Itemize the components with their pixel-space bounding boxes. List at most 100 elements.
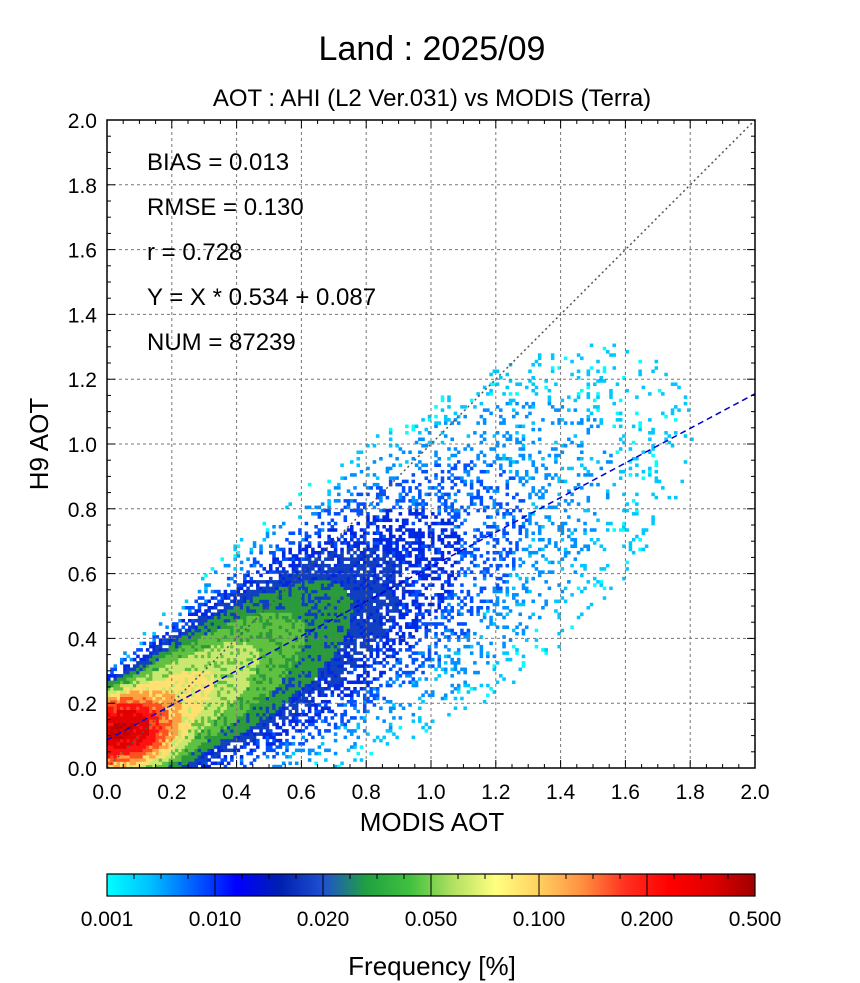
density-cell bbox=[418, 560, 422, 565]
density-cell bbox=[392, 541, 396, 545]
density-cell bbox=[239, 638, 244, 642]
density-cell bbox=[414, 580, 419, 584]
density-cell bbox=[123, 670, 127, 675]
density-cell bbox=[200, 657, 205, 662]
density-cell bbox=[149, 719, 153, 723]
density-cell bbox=[278, 580, 283, 584]
density-cell bbox=[450, 473, 454, 477]
density-cell bbox=[272, 674, 276, 678]
density-cell bbox=[155, 703, 160, 707]
density-cell bbox=[375, 606, 380, 610]
density-cell bbox=[311, 651, 315, 655]
density-cell bbox=[158, 667, 163, 672]
density-cell bbox=[395, 482, 399, 487]
density-cell bbox=[320, 706, 325, 710]
density-cell bbox=[314, 683, 318, 688]
density-cell bbox=[411, 593, 416, 597]
density-cell bbox=[272, 680, 276, 685]
density-cell bbox=[385, 618, 390, 623]
density-cell bbox=[252, 593, 257, 597]
density-cell bbox=[375, 576, 380, 581]
density-cell bbox=[317, 745, 322, 749]
density-cell bbox=[226, 654, 231, 659]
density-cell bbox=[343, 518, 348, 523]
density-cell bbox=[401, 635, 406, 639]
density-cell bbox=[269, 644, 273, 649]
density-cell bbox=[236, 696, 241, 701]
density-cell bbox=[230, 609, 234, 613]
density-cell bbox=[210, 667, 215, 672]
density-cell bbox=[311, 622, 315, 626]
density-cell bbox=[294, 567, 299, 571]
density-cell bbox=[375, 580, 380, 584]
density-cell bbox=[398, 557, 403, 561]
density-cell bbox=[450, 502, 454, 506]
density-cell bbox=[197, 680, 202, 685]
density-cell bbox=[178, 716, 182, 720]
density-cell bbox=[230, 696, 234, 701]
density-cell bbox=[340, 618, 344, 623]
density-cell bbox=[181, 651, 186, 655]
density-cell bbox=[379, 612, 383, 617]
density-cell bbox=[447, 398, 451, 403]
density-cell bbox=[298, 644, 302, 649]
density-cell bbox=[181, 654, 186, 659]
density-cell bbox=[314, 761, 318, 766]
density-cell bbox=[337, 764, 341, 769]
density-cell bbox=[145, 716, 150, 720]
density-cell bbox=[262, 674, 267, 678]
density-cell bbox=[324, 644, 328, 649]
density-cell bbox=[188, 661, 192, 665]
density-cell bbox=[385, 508, 390, 513]
density-cell bbox=[213, 618, 218, 623]
density-cell bbox=[181, 735, 186, 740]
density-cell bbox=[275, 641, 280, 646]
density-cell bbox=[379, 508, 383, 513]
density-cell bbox=[249, 625, 254, 629]
density-cell bbox=[340, 541, 344, 545]
density-cell bbox=[149, 729, 153, 733]
density-cell bbox=[350, 625, 354, 629]
density-cell bbox=[184, 729, 189, 733]
density-cell bbox=[285, 667, 289, 672]
density-cell bbox=[252, 696, 257, 701]
density-cell bbox=[320, 580, 325, 584]
density-cell bbox=[447, 557, 451, 561]
density-cell bbox=[107, 761, 111, 766]
density-cell bbox=[246, 586, 250, 591]
density-cell bbox=[327, 541, 331, 545]
density-cell bbox=[434, 473, 438, 477]
density-cell bbox=[275, 680, 280, 685]
density-cell bbox=[333, 612, 338, 617]
density-cell bbox=[450, 628, 454, 633]
density-cell bbox=[220, 729, 224, 733]
density-cell bbox=[207, 738, 211, 743]
density-cell bbox=[210, 725, 215, 730]
density-cell bbox=[142, 719, 147, 723]
density-cell bbox=[382, 570, 386, 574]
density-cell bbox=[220, 625, 224, 629]
density-cell bbox=[453, 492, 458, 497]
density-cell bbox=[230, 631, 234, 636]
density-cell bbox=[272, 525, 276, 529]
density-cell bbox=[366, 473, 370, 477]
density-cell bbox=[437, 593, 442, 597]
density-cell bbox=[207, 709, 211, 714]
density-cell bbox=[256, 719, 260, 723]
density-cell bbox=[379, 635, 383, 639]
density-cell bbox=[320, 502, 325, 506]
density-cell bbox=[171, 644, 176, 649]
density-cell bbox=[256, 570, 260, 574]
density-cell bbox=[256, 560, 260, 565]
density-cell bbox=[142, 696, 147, 701]
density-cell bbox=[239, 635, 244, 639]
density-cell bbox=[281, 751, 286, 756]
density-cell bbox=[213, 738, 218, 743]
density-cell bbox=[197, 677, 202, 681]
density-cell bbox=[421, 534, 425, 539]
density-cell bbox=[223, 589, 228, 594]
density-cell bbox=[379, 486, 383, 490]
density-cell bbox=[388, 602, 393, 607]
density-cell bbox=[272, 638, 276, 642]
density-cell bbox=[424, 609, 429, 613]
